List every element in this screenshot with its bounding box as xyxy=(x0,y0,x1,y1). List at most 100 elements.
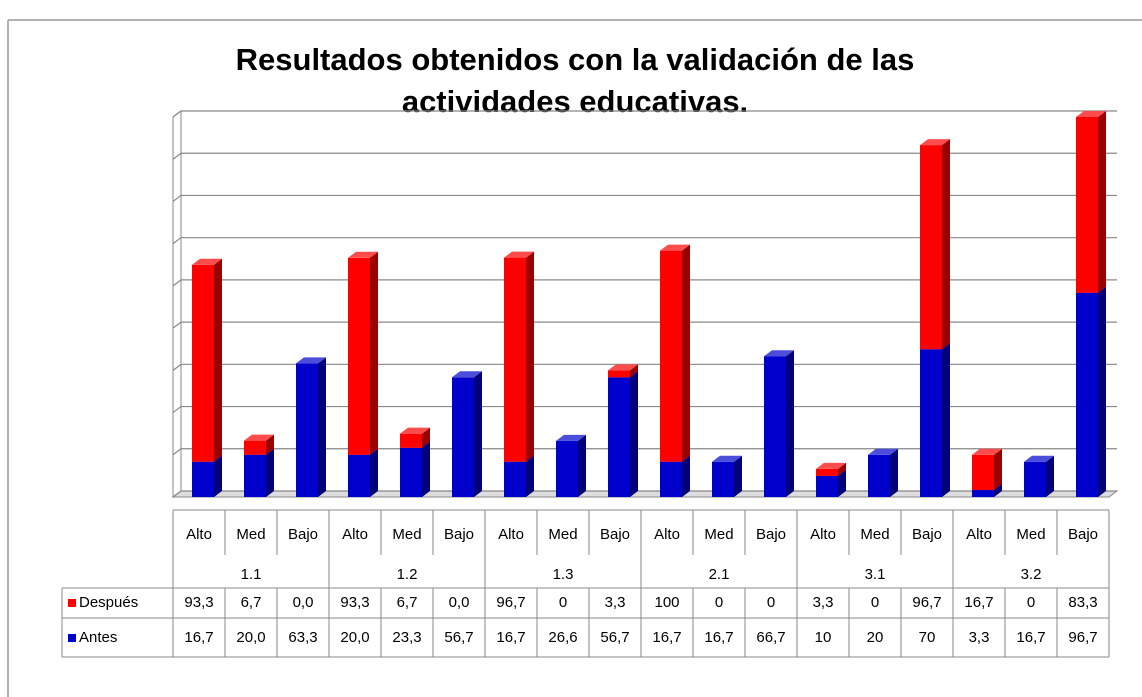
data-label: 100 xyxy=(654,594,679,611)
group-label: 2.1 xyxy=(709,566,730,583)
bar-side xyxy=(214,455,222,497)
data-label: 0 xyxy=(767,594,775,611)
legend-swatch xyxy=(68,599,76,607)
x-tick-label: Bajo xyxy=(756,526,786,543)
bar-side xyxy=(994,448,1002,491)
data-label: 16,7 xyxy=(964,594,993,611)
grid-line xyxy=(172,110,1117,118)
bar-top xyxy=(556,434,586,441)
bar xyxy=(1076,292,1098,497)
bar xyxy=(348,257,370,455)
data-label: 63,3 xyxy=(288,629,317,646)
grid-line xyxy=(172,321,1117,329)
group-label: 1.1 xyxy=(241,566,262,583)
bar-side xyxy=(682,455,690,497)
data-label: 16,7 xyxy=(704,629,733,646)
bar xyxy=(192,264,214,462)
bar-side xyxy=(370,251,378,455)
grid-line xyxy=(172,279,1117,287)
data-label: 56,7 xyxy=(444,629,473,646)
bar-side xyxy=(422,427,430,448)
x-tick-label: Med xyxy=(392,526,421,543)
x-tick-label: Alto xyxy=(654,526,680,543)
data-label: 96,7 xyxy=(1068,629,1097,646)
data-label: 83,3 xyxy=(1068,594,1097,611)
data-label: 93,3 xyxy=(340,594,369,611)
bar xyxy=(972,454,994,491)
data-label: 16,7 xyxy=(652,629,681,646)
bar-side xyxy=(890,448,898,497)
bar-side xyxy=(214,258,222,462)
bar xyxy=(764,356,786,497)
data-label: 0 xyxy=(715,594,723,611)
bar xyxy=(920,349,942,497)
data-label: 10 xyxy=(815,629,832,646)
bar-side xyxy=(578,434,586,497)
data-label: 66,7 xyxy=(756,629,785,646)
bar xyxy=(920,145,942,350)
bar xyxy=(608,370,630,378)
bar xyxy=(556,440,578,497)
bar-top xyxy=(972,448,1002,455)
x-tick-label: Bajo xyxy=(444,526,474,543)
bar-side xyxy=(474,371,482,497)
bar-side xyxy=(266,434,274,455)
bar xyxy=(192,461,214,497)
grid-line xyxy=(172,152,1117,160)
bar-side xyxy=(838,462,846,476)
bar xyxy=(660,461,682,497)
grid-line xyxy=(172,490,1117,498)
data-label: 0,0 xyxy=(293,594,314,611)
bar-top xyxy=(400,427,430,434)
bar-top xyxy=(920,139,950,146)
bar xyxy=(1076,117,1098,293)
bar xyxy=(244,440,266,455)
bar xyxy=(1024,461,1046,497)
bar-side xyxy=(734,455,742,497)
bar-top xyxy=(452,371,482,378)
group-label: 1.2 xyxy=(397,566,418,583)
bar-side xyxy=(838,469,846,497)
bar-side xyxy=(786,350,794,497)
data-label: 3,3 xyxy=(813,594,834,611)
bar-top xyxy=(868,448,898,455)
bar-side xyxy=(318,357,326,497)
data-label: 6,7 xyxy=(397,594,418,611)
grid-line xyxy=(172,194,1117,202)
data-label: 3,3 xyxy=(969,629,990,646)
bar-top xyxy=(192,258,222,265)
bar xyxy=(608,377,630,497)
data-label: 56,7 xyxy=(600,629,629,646)
bar-top xyxy=(608,364,638,371)
data-label: 23,3 xyxy=(392,629,421,646)
data-label: 0 xyxy=(1027,594,1035,611)
data-label: 16,7 xyxy=(496,629,525,646)
bar-side xyxy=(630,364,638,378)
x-tick-label: Med xyxy=(860,526,889,543)
data-label: 96,7 xyxy=(912,594,941,611)
bar-top xyxy=(660,244,690,251)
bar-top xyxy=(348,251,378,258)
x-tick-label: Bajo xyxy=(600,526,630,543)
x-tick-label: Alto xyxy=(966,526,992,543)
grid-line xyxy=(172,448,1117,456)
bar-side xyxy=(1046,455,1054,497)
bar xyxy=(816,475,838,497)
bar-side xyxy=(1098,286,1106,497)
bar-top xyxy=(816,462,846,469)
back-wall xyxy=(172,110,182,498)
data-label: 96,7 xyxy=(496,594,525,611)
data-label: 0 xyxy=(871,594,879,611)
group-label: 1.3 xyxy=(553,566,574,583)
bar-side xyxy=(630,371,638,497)
data-label: 20,0 xyxy=(340,629,369,646)
bar-top xyxy=(296,357,326,364)
x-tick-label: Bajo xyxy=(912,526,942,543)
data-label: 16,7 xyxy=(184,629,213,646)
x-tick-label: Bajo xyxy=(1068,526,1098,543)
x-tick-label: Alto xyxy=(186,526,212,543)
bar-top xyxy=(764,350,794,357)
group-label: 3.1 xyxy=(865,566,886,583)
